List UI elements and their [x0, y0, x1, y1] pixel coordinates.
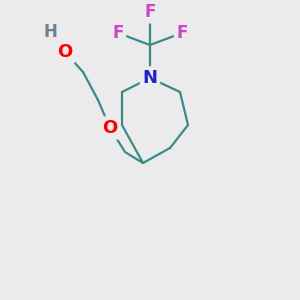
- Text: O: O: [102, 119, 118, 137]
- Text: H: H: [43, 23, 57, 41]
- Text: F: F: [144, 3, 156, 21]
- Text: F: F: [176, 24, 188, 42]
- Text: N: N: [142, 69, 158, 87]
- Text: O: O: [57, 43, 73, 61]
- Text: F: F: [112, 24, 124, 42]
